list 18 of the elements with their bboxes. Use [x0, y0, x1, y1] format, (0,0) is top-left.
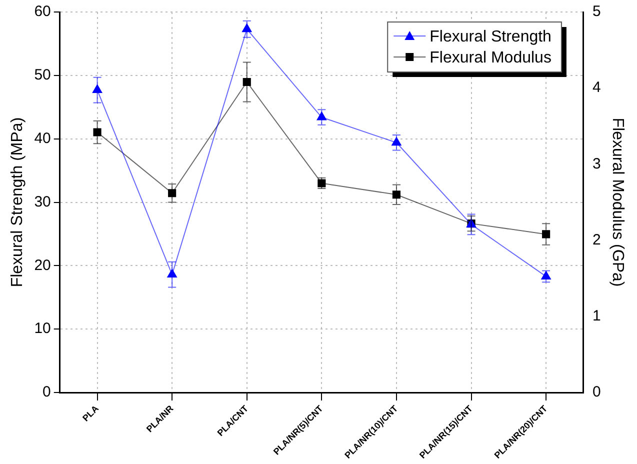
y-tick-label: 0 [42, 384, 51, 401]
y2-tick-label: 5 [592, 3, 601, 20]
x-tick-label: PLA [80, 403, 101, 424]
y2-tick-label: 0 [592, 384, 601, 401]
y-axis-title: Flexural Strength (MPa) [9, 117, 26, 288]
y2-tick-label: 4 [592, 79, 601, 96]
y-tick-label: 50 [34, 66, 51, 84]
y-tick-label: 60 [34, 3, 51, 20]
legend-label: Flexural Modulus [430, 49, 552, 66]
y2-tick-label: 1 [592, 308, 601, 325]
y2-axis-title: Flexural Modulus (GPa) [608, 118, 626, 287]
y-tick-label: 30 [34, 193, 51, 210]
y-tick-label: 20 [34, 256, 51, 274]
y2-tick-label: 3 [592, 155, 601, 172]
y-tick-label: 10 [34, 320, 51, 338]
y-tick-label: 40 [34, 130, 51, 147]
y2-tick-label: 2 [592, 231, 601, 248]
legend-label: Flexural Strength [430, 28, 552, 46]
